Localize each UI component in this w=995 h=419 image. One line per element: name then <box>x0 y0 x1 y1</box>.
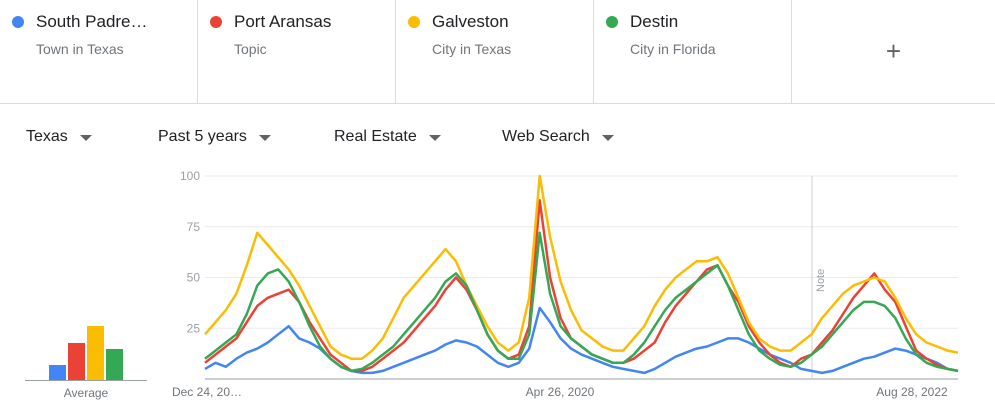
search-type-dropdown[interactable]: Web Search <box>502 128 614 146</box>
term-subtitle: City in Florida <box>630 41 716 57</box>
category-dropdown[interactable]: Real Estate <box>334 128 441 146</box>
term-card-destin[interactable]: Destin City in Florida <box>594 0 792 103</box>
x-tick-label: Dec 24, 20… <box>172 385 242 399</box>
search-type-value: Web Search <box>502 128 590 145</box>
caret-down-icon <box>428 134 441 141</box>
term-card-south-padre[interactable]: South Padre… Town in Texas <box>0 0 198 103</box>
series-line-3 <box>204 174 959 360</box>
time-range-dropdown[interactable]: Past 5 years <box>158 128 271 146</box>
y-tick-label: 50 <box>187 271 201 285</box>
term-subtitle: City in Texas <box>432 41 512 57</box>
caret-down-icon <box>79 134 92 141</box>
average-axis <box>25 380 147 381</box>
chart-x-ticks: Dec 24, 20… Apr 26, 2020 Aug 28, 2022 <box>172 385 948 399</box>
region-dropdown[interactable]: Texas <box>26 128 92 146</box>
average-chart: Average <box>25 300 150 400</box>
average-label: Average <box>63 386 109 400</box>
add-comparison-button[interactable]: + <box>792 0 995 103</box>
term-card-port-aransas[interactable]: Port Aransas Topic <box>198 0 396 103</box>
average-bar-port-aransas <box>68 342 85 380</box>
compare-terms-bar: South Padre… Town in Texas Port Aransas … <box>0 0 995 104</box>
chart-y-ticks: 25 50 75 100 <box>180 169 200 335</box>
term-color-dot-icon <box>408 16 420 28</box>
region-value: Texas <box>26 128 68 145</box>
average-bar-galveston <box>87 326 104 380</box>
time-range-value: Past 5 years <box>158 128 247 145</box>
y-tick-label: 25 <box>187 321 201 335</box>
note-label[interactable]: Note <box>815 269 827 292</box>
term-color-dot-icon <box>12 16 24 28</box>
term-subtitle: Topic <box>234 41 267 57</box>
plus-icon: + <box>885 36 902 66</box>
term-subtitle: Town in Texas <box>36 41 124 57</box>
term-color-dot-icon <box>210 16 222 28</box>
chart-series-lines <box>204 174 959 375</box>
x-tick-label: Apr 26, 2020 <box>526 385 595 399</box>
y-tick-label: 75 <box>187 220 201 234</box>
category-value: Real Estate <box>334 128 417 145</box>
filter-bar: Texas Past 5 years Real Estate Web Searc… <box>0 128 995 152</box>
y-tick-label: 100 <box>180 169 200 183</box>
average-bar-destin <box>106 348 123 380</box>
average-bar-south-padre <box>49 365 66 380</box>
term-color-dot-icon <box>606 16 618 28</box>
series-line-4 <box>204 231 959 373</box>
x-tick-label: Aug 28, 2022 <box>876 385 948 399</box>
caret-down-icon <box>601 134 614 141</box>
term-card-galveston[interactable]: Galveston City in Texas <box>396 0 594 103</box>
caret-down-icon <box>258 134 271 141</box>
